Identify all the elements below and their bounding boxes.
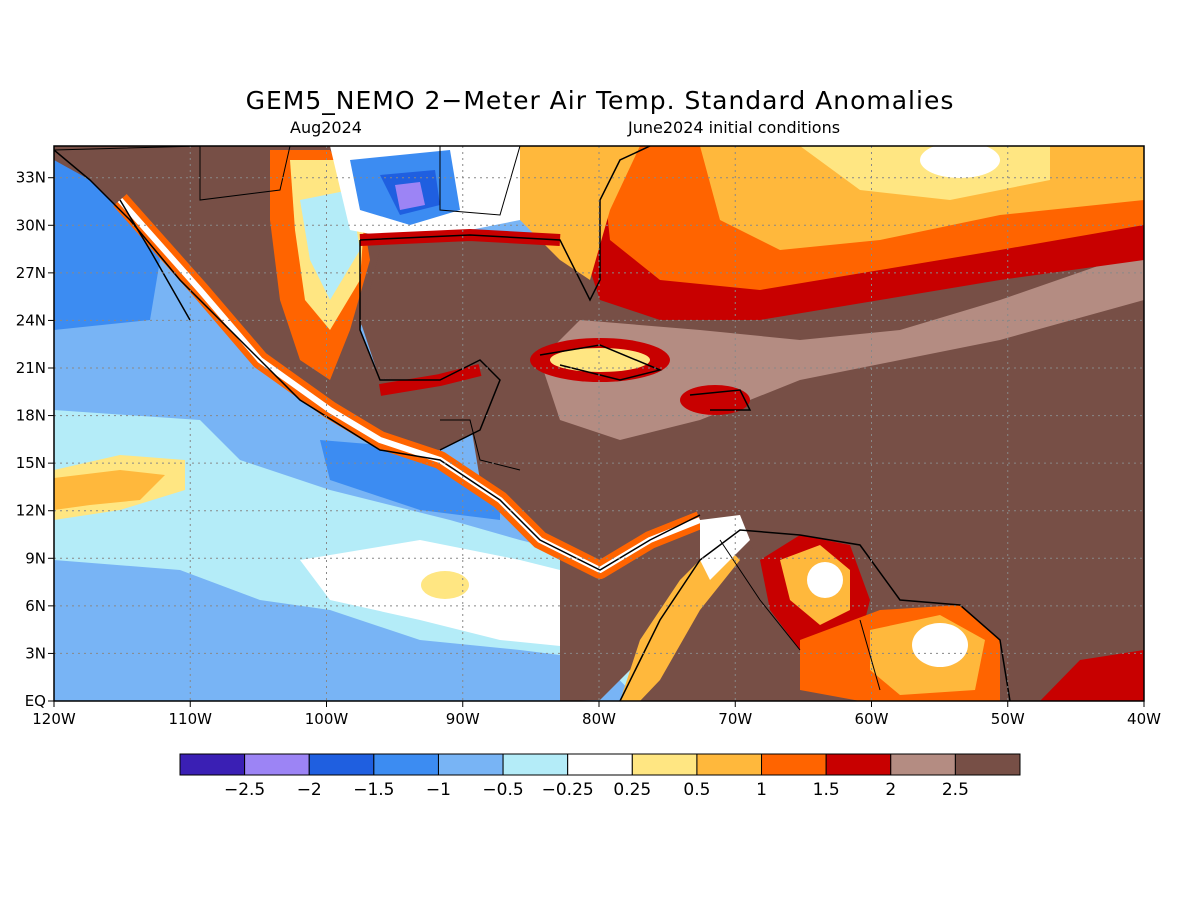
chart-title: GEM5_NEMO 2−Meter Air Temp. Standard Ano…	[245, 86, 955, 115]
lon-tick-label: 40W	[1127, 710, 1161, 728]
lat-tick-label: 15N	[16, 454, 46, 472]
colorbar-label: −2.5	[224, 780, 265, 800]
venezuela-neutral	[807, 562, 843, 598]
colorbar-swatch	[179, 753, 246, 776]
pacific-band	[54, 590, 250, 640]
colorbar-label: 1.5	[813, 780, 840, 800]
lon-tick-label: 90W	[446, 710, 480, 728]
pacific-warm-core	[54, 470, 165, 510]
colorbar-label: −1	[426, 780, 451, 800]
colorbar-label: 0.5	[683, 780, 710, 800]
lat-tick-label: 33N	[16, 169, 46, 187]
pacific-small-warm	[421, 571, 469, 599]
lat-tick-label: 18N	[16, 407, 46, 425]
pacific-south-anomaly	[54, 560, 640, 701]
lat-tick-label: 12N	[16, 502, 46, 520]
mexico-cool-patch	[300, 190, 360, 300]
colorbar-swatch	[954, 753, 1021, 776]
colorbar-label: 2.5	[942, 780, 969, 800]
lon-tick-label: 50W	[991, 710, 1025, 728]
colorbar-swatch	[567, 753, 633, 776]
colorbar-label: 1	[756, 780, 767, 800]
lat-tick-label: EQ	[25, 692, 46, 710]
hispaniola-warm	[680, 385, 750, 415]
colorbar-swatch	[308, 753, 375, 776]
colorbar-swatch	[890, 753, 956, 776]
graticule	[54, 146, 1144, 701]
lat-tick-label: 6N	[25, 597, 46, 615]
map-fields	[54, 146, 1144, 701]
guiana-neutral	[912, 623, 968, 667]
colorbar-swatch	[696, 753, 763, 776]
cuba-mild	[550, 348, 650, 372]
colorbar-swatch	[502, 753, 569, 776]
lat-tick-label: 21N	[16, 359, 46, 377]
colorbar: −2.5 −2 −1.5 −1 −0.5 −0.25 0.25 0.5 1 1.5 2 2.5	[179, 753, 1021, 800]
lat-tick-label: 27N	[16, 264, 46, 282]
pacific-neutral-area	[300, 540, 640, 650]
colorbar-label: −0.25	[542, 780, 594, 800]
colorbar-swatch	[437, 753, 504, 776]
lat-tick-label: 24N	[16, 311, 46, 329]
coastlines	[54, 146, 1011, 701]
colorbar-label: −0.5	[482, 780, 523, 800]
colorbar-swatch	[761, 753, 827, 776]
lat-tick-label: 3N	[25, 644, 46, 662]
lon-tick-label: 60W	[855, 710, 889, 728]
us-very-cold	[395, 182, 425, 210]
colorbar-label: 0.25	[613, 780, 651, 800]
lon-tick-label: 120W	[32, 710, 76, 728]
lat-tick-label: 9N	[25, 549, 46, 567]
colorbar-label: −2	[297, 780, 322, 800]
lon-tick-label: 70W	[718, 710, 752, 728]
caribbean-high-anomaly	[360, 170, 1144, 701]
atlantic-se-warm	[1040, 650, 1144, 701]
longitude-axis: 120W 110W 100W 90W 80W 70W 60W 50W 40W	[32, 701, 1161, 728]
colombia-coast-warm	[620, 540, 740, 701]
atlantic-neutral-spot	[920, 146, 1000, 178]
colorbar-swatch	[244, 753, 310, 776]
colorbar-swatch	[373, 753, 439, 776]
valid-month: Aug2024	[290, 118, 362, 137]
lon-tick-label: 100W	[305, 710, 349, 728]
colorbar-label: −1.5	[353, 780, 394, 800]
latitude-axis: EQ 3N 6N 9N 12N 15N 18N 21N 24N 27N 30N 33N	[16, 169, 54, 710]
lon-tick-label: 110W	[169, 710, 213, 728]
initial-conditions: June2024 initial conditions	[628, 118, 841, 137]
lat-tick-label: 30N	[16, 216, 46, 234]
colorbar-swatch	[631, 753, 698, 776]
colorbar-label: 2	[885, 780, 896, 800]
lon-tick-label: 80W	[582, 710, 616, 728]
colorbar-swatch	[825, 753, 892, 776]
